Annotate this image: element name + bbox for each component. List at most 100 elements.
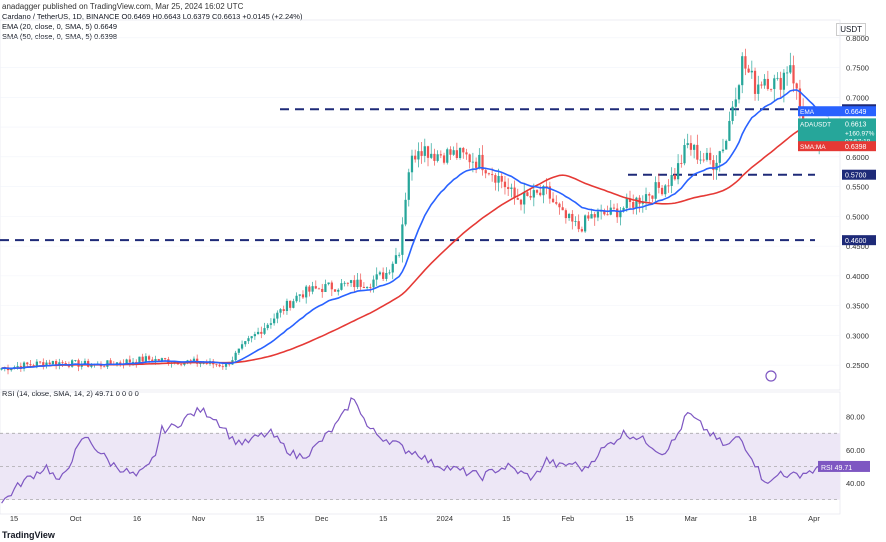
- candle-body: [539, 192, 542, 196]
- rsi-tick-label: 40.00: [846, 479, 865, 488]
- candle-body: [734, 99, 737, 107]
- time-tick-label: 15: [625, 514, 633, 523]
- candle-body: [689, 143, 693, 150]
- candle-body: [696, 144, 699, 160]
- candle-body: [676, 163, 680, 180]
- candle-body: [750, 70, 753, 73]
- candle-body: [551, 198, 555, 203]
- candle-body: [192, 358, 196, 361]
- candle-body: [468, 154, 471, 163]
- candle-body: [660, 187, 664, 195]
- sma-legend[interactable]: SMA (50, close, 0, SMA, 5) 0.6398: [2, 32, 118, 41]
- candle-body: [481, 154, 484, 171]
- candle-body: [491, 174, 494, 176]
- candle-body: [394, 255, 398, 264]
- candle-body: [138, 356, 141, 364]
- candle-body: [151, 359, 154, 362]
- candle-body: [154, 358, 157, 362]
- price-axis-tag-value: [842, 106, 876, 117]
- candle-body: [760, 84, 763, 86]
- candle-body: [471, 161, 475, 163]
- price-tick-label: 0.4500: [846, 242, 869, 251]
- candle-body: [446, 149, 449, 163]
- candle-body: [77, 360, 80, 367]
- candle-body: [340, 283, 343, 290]
- candle-body: [128, 359, 131, 363]
- time-tick-label: Mar: [684, 514, 697, 523]
- candle-body: [574, 221, 577, 222]
- rsi-tick-label: 60.00: [846, 446, 865, 455]
- candle-body: [452, 150, 455, 155]
- time-tick-label: 18: [748, 514, 756, 523]
- price-tick-label: 0.3500: [846, 302, 869, 311]
- candle-body: [365, 287, 369, 289]
- symbol-legend[interactable]: Cardano / TetherUS, 1D, BINANCE O0.6469 …: [2, 12, 303, 21]
- candle-body: [42, 362, 45, 367]
- price-tick-label: 0.5500: [846, 183, 869, 192]
- candle-body: [260, 331, 263, 334]
- candle-body: [404, 199, 407, 225]
- candle-body: [686, 143, 689, 146]
- price-tick-label: 0.2500: [846, 361, 869, 370]
- price-tick-label: 0.3000: [846, 331, 869, 340]
- candle-body: [420, 151, 423, 156]
- candle-body: [119, 362, 122, 364]
- candle-body: [721, 149, 725, 152]
- candle-body: [802, 109, 805, 125]
- candle-body: [789, 65, 792, 73]
- candle-body: [545, 186, 548, 187]
- candle-body: [180, 364, 183, 366]
- level-price-tag: [842, 169, 876, 180]
- time-tick-label: Nov: [192, 514, 206, 523]
- candle-body: [131, 361, 135, 363]
- time-tick-label: Feb: [561, 514, 574, 523]
- candle-body: [189, 360, 192, 362]
- candle-body: [442, 155, 446, 163]
- time-tick-label: 2024: [436, 514, 453, 523]
- candle-body: [269, 323, 273, 325]
- price-tick-label: 0.7000: [846, 93, 869, 102]
- candle-body: [301, 294, 305, 298]
- candle-body: [651, 195, 654, 199]
- candle-body: [71, 360, 74, 367]
- candle-body: [718, 151, 721, 163]
- candle-body: [369, 287, 372, 288]
- candle-body: [54, 361, 58, 366]
- candles: [0, 48, 830, 375]
- candle-body: [16, 366, 19, 367]
- candle-body: [455, 150, 458, 158]
- currency-unit-badge[interactable]: USDT: [836, 23, 866, 36]
- candle-body: [147, 356, 151, 360]
- candle-body: [90, 365, 93, 367]
- price-axis-tag-name: [798, 106, 842, 117]
- rsi-legend[interactable]: RSI (14, close, SMA, 14, 2) 49.71 0 0 0 …: [2, 389, 139, 398]
- candle-body: [667, 185, 670, 187]
- candle-body: [215, 364, 218, 366]
- candle-body: [577, 221, 580, 230]
- candle-body: [798, 88, 802, 110]
- candle-body: [683, 145, 686, 164]
- candle-body: [10, 368, 13, 371]
- price-tick-label: 0.8000: [846, 34, 869, 43]
- candle-body: [67, 365, 71, 367]
- candle-body: [244, 341, 247, 345]
- price-axis-tag-extra: +160.97%: [845, 130, 875, 137]
- candle-body: [327, 282, 330, 285]
- candle-body: [731, 106, 734, 121]
- candle-body: [426, 146, 430, 158]
- candle-body: [295, 295, 298, 302]
- candle-body: [670, 175, 673, 186]
- candle-body: [580, 229, 584, 232]
- candle-body: [753, 70, 757, 94]
- candle-body: [542, 186, 545, 196]
- candle-body: [680, 163, 683, 164]
- candle-body: [250, 336, 253, 339]
- time-tick-label: 15: [10, 514, 18, 523]
- candle-body: [766, 78, 769, 89]
- time-tick-label: 15: [256, 514, 264, 523]
- candle-body: [398, 254, 401, 256]
- candle-body: [346, 282, 349, 284]
- ema-legend[interactable]: EMA (20, close, 0, SMA, 5) 0.6649: [2, 22, 118, 31]
- candle-body: [433, 153, 436, 161]
